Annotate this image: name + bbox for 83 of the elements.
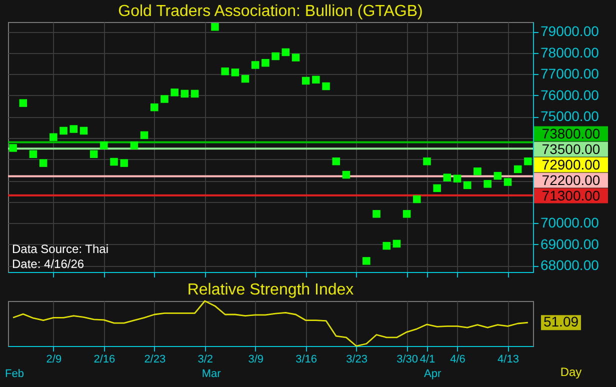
point bbox=[372, 210, 380, 218]
text: Mar bbox=[202, 368, 222, 380]
point bbox=[50, 133, 58, 141]
point bbox=[484, 180, 492, 188]
y-tick-label: 77000.00 bbox=[540, 66, 600, 82]
annotation: Data Source: Thai bbox=[12, 242, 108, 256]
point bbox=[140, 131, 148, 140]
y-tick-label: 75000.00 bbox=[540, 108, 600, 124]
point bbox=[130, 142, 138, 150]
y-tick-label: 76000.00 bbox=[540, 86, 600, 103]
ref-line-label: 72200.00 bbox=[542, 172, 600, 188]
point bbox=[110, 158, 118, 166]
y-tick-label: 69000.00 bbox=[540, 236, 600, 252]
x-tick-label: 2/23 bbox=[144, 354, 166, 366]
point bbox=[362, 257, 370, 265]
point bbox=[494, 172, 502, 180]
point bbox=[342, 170, 350, 179]
point bbox=[433, 184, 441, 192]
ref-line-label: 71300.00 bbox=[542, 187, 600, 204]
point bbox=[251, 61, 260, 69]
y-tick-label: 79000.00 bbox=[540, 23, 600, 40]
point bbox=[100, 142, 108, 150]
point bbox=[231, 68, 240, 76]
text: Day bbox=[560, 365, 582, 379]
x-tick-label: 4/13 bbox=[498, 354, 519, 366]
point bbox=[312, 76, 320, 84]
chart-title: Gold Traders Association: Bullion (GTAGB) bbox=[118, 3, 423, 20]
point bbox=[19, 99, 28, 107]
point bbox=[29, 150, 38, 158]
point bbox=[292, 54, 300, 62]
point bbox=[464, 181, 472, 190]
point bbox=[402, 210, 411, 218]
chart-title: Relative Strength Index bbox=[187, 281, 354, 298]
y-tick-label: 78000.00 bbox=[540, 44, 600, 60]
ref-line-label: 73800.00 bbox=[542, 125, 600, 142]
point bbox=[392, 240, 401, 248]
point bbox=[382, 242, 390, 250]
y-tick-label: 70000.00 bbox=[540, 214, 600, 231]
point bbox=[70, 125, 78, 133]
point bbox=[60, 126, 68, 135]
point bbox=[80, 126, 88, 135]
text: Apr bbox=[424, 368, 442, 380]
text: Feb bbox=[5, 368, 24, 380]
point bbox=[282, 48, 290, 56]
point bbox=[423, 157, 431, 166]
point bbox=[241, 74, 250, 83]
y-tick-label: 68000.00 bbox=[540, 257, 600, 274]
point bbox=[120, 159, 128, 167]
point bbox=[504, 178, 512, 186]
x-tick-label: 3/2 bbox=[198, 354, 214, 366]
point bbox=[190, 90, 199, 98]
point bbox=[221, 67, 229, 76]
point bbox=[302, 76, 310, 85]
data-label: 72900.00 bbox=[542, 156, 600, 172]
point bbox=[90, 150, 98, 158]
point bbox=[160, 95, 168, 103]
point bbox=[443, 174, 452, 182]
x-tick-label: 4/6 bbox=[450, 354, 466, 366]
point bbox=[514, 165, 522, 174]
x-tick-label: 4/1 bbox=[420, 354, 436, 366]
point bbox=[272, 52, 280, 60]
point bbox=[332, 157, 340, 166]
annotation: Date: 4/16/26 bbox=[12, 257, 84, 271]
point bbox=[524, 157, 532, 166]
point bbox=[453, 174, 462, 182]
x-tick-label: 3/9 bbox=[248, 354, 264, 366]
point bbox=[322, 82, 330, 90]
point bbox=[262, 58, 270, 67]
point bbox=[474, 167, 482, 176]
point bbox=[170, 88, 178, 96]
point bbox=[150, 103, 158, 112]
x-tick-label: 2/9 bbox=[46, 354, 62, 366]
point bbox=[39, 159, 48, 167]
x-tick-label: 3/16 bbox=[296, 354, 318, 366]
point bbox=[180, 90, 189, 98]
ref-line-label: 73500.00 bbox=[542, 140, 600, 157]
point bbox=[211, 23, 219, 31]
point bbox=[413, 195, 421, 204]
x-tick-label: 2/16 bbox=[94, 354, 116, 366]
x-tick-label: 3/30 bbox=[396, 354, 418, 366]
text: 51.09 bbox=[543, 314, 579, 330]
x-tick-label: 3/23 bbox=[346, 354, 368, 366]
point bbox=[9, 144, 17, 152]
